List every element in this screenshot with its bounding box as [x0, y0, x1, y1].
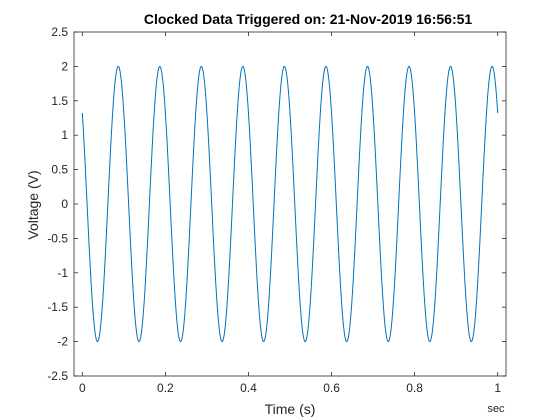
y-tick-label: 2.5 [51, 25, 68, 39]
x-axis-ticks: 0 0.2 0.4 0.6 0.8 1 [79, 32, 501, 395]
y-tick-label: -2 [57, 335, 68, 349]
y-tick-label: -0.5 [47, 231, 68, 245]
x-axis-unit-label: sec [487, 403, 505, 415]
plot-area [74, 32, 506, 376]
y-tick-label: -1 [57, 266, 68, 280]
chart-title: Clocked Data Triggered on: 21-Nov-2019 1… [144, 11, 473, 27]
x-tick-label: 0.4 [240, 381, 257, 395]
y-tick-label: 2 [61, 59, 68, 73]
y-tick-label: 1.5 [51, 94, 68, 108]
y-tick-label: 0 [61, 197, 68, 211]
x-tick-label: 1 [494, 381, 501, 395]
y-tick-label: 1 [61, 128, 68, 142]
y-axis-label: Voltage (V) [25, 170, 41, 239]
y-tick-label: -1.5 [47, 300, 68, 314]
x-tick-label: 0 [79, 381, 86, 395]
y-axis-ticks: -2.5 -2 -1.5 -1 -0.5 0 0.5 1 1.5 2 2.5 [47, 25, 506, 383]
x-tick-label: 0.2 [157, 381, 174, 395]
y-tick-label: 0.5 [51, 163, 68, 177]
x-tick-label: 0.8 [406, 381, 423, 395]
y-tick-label: -2.5 [47, 369, 68, 383]
x-tick-label: 0.6 [323, 381, 340, 395]
series-line [81, 65, 499, 343]
x-axis-label: Time (s) [265, 401, 316, 417]
